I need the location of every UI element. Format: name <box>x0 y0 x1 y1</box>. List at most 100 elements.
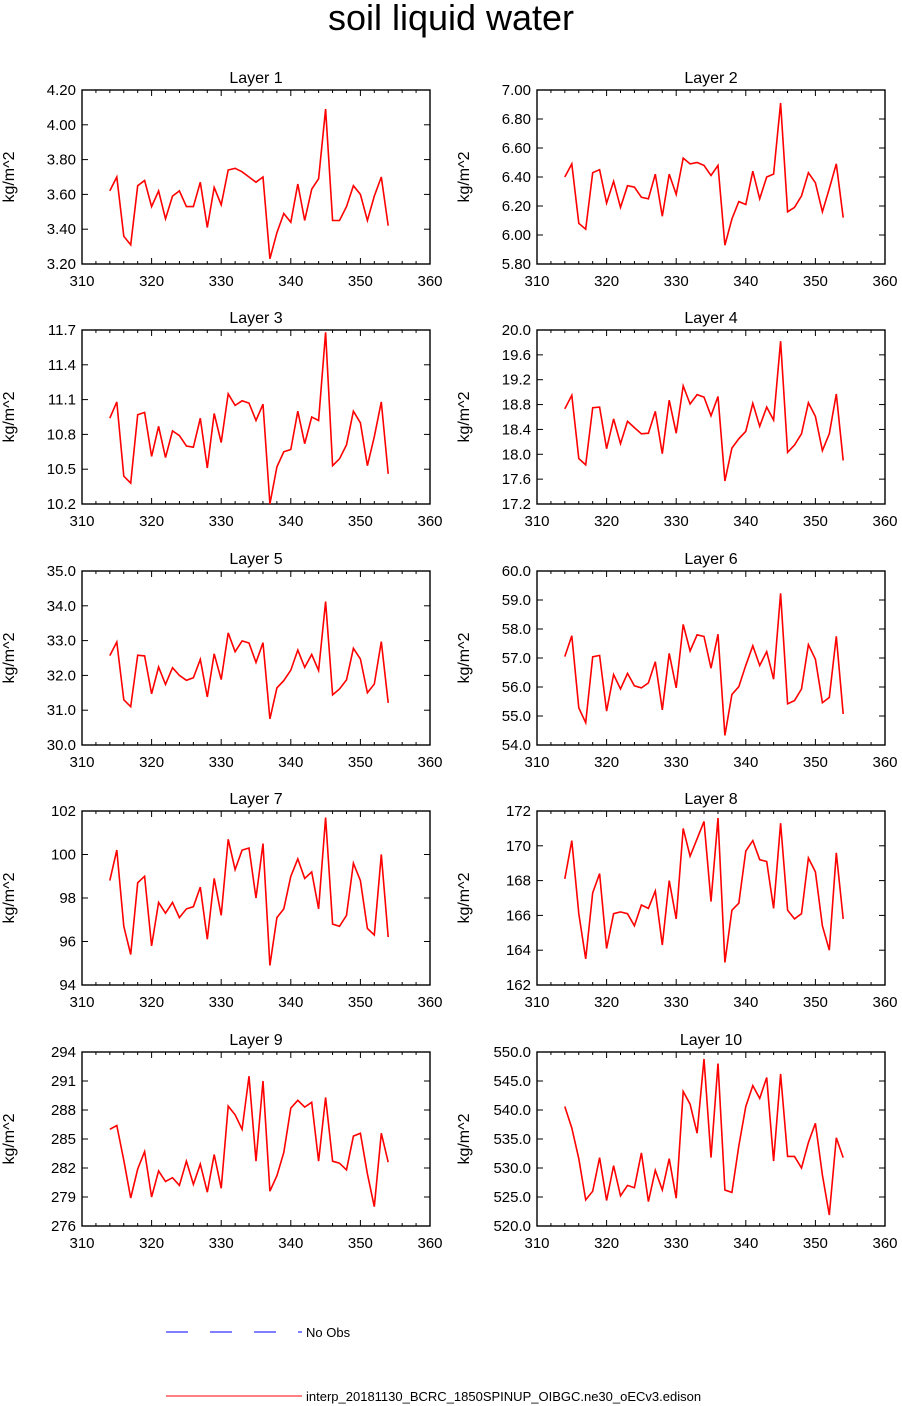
panel-title: Layer 8 <box>684 791 737 808</box>
chart-layer-2: Layer 2 kg/m^2 310 320 330 340 350 360 5.80 6.00 6… <box>456 70 898 290</box>
y-tick-label: 294 <box>51 1044 76 1061</box>
plot-frame <box>536 329 886 505</box>
x-tick-label: 330 <box>209 754 234 771</box>
y-tick-label: 3.40 <box>47 221 76 238</box>
y-tick-label: 540.0 <box>493 1102 531 1119</box>
plot-frame <box>81 1051 431 1227</box>
x-tick-label: 360 <box>872 1235 897 1252</box>
x-tick-label: 340 <box>278 994 303 1011</box>
y-tick-label: 35.0 <box>47 563 76 580</box>
y-tick-label: 520.0 <box>493 1218 531 1235</box>
chart-layer-8: Layer 8 kg/m^2 310 320 330 340 350 360 162 164 166… <box>456 791 898 1011</box>
x-tick-label: 340 <box>733 273 758 290</box>
panel-title: Layer 9 <box>229 1032 282 1049</box>
y-tick-label: 11.1 <box>48 392 76 409</box>
y-tick-label: 525.0 <box>493 1189 531 1206</box>
x-tick-label: 360 <box>417 513 442 530</box>
y-tick-label: 20.0 <box>502 322 531 339</box>
x-tick-label: 330 <box>209 513 234 530</box>
y-tick-label: 18.4 <box>502 421 531 438</box>
plot-frame <box>536 1051 886 1227</box>
y-tick-label: 530.0 <box>493 1160 531 1177</box>
y-tick-label: 102 <box>51 803 76 820</box>
x-tick-label: 310 <box>524 994 549 1011</box>
x-tick-label: 360 <box>417 994 442 1011</box>
series-line <box>564 102 844 246</box>
y-tick-label: 3.80 <box>47 152 76 169</box>
y-tick-label: 18.8 <box>502 397 531 414</box>
x-tick-label: 350 <box>348 513 373 530</box>
series-line <box>564 817 844 963</box>
y-tick-label: 59.0 <box>502 592 531 609</box>
y-tick-label: 170 <box>506 838 531 855</box>
series-line <box>109 1076 389 1207</box>
x-tick-label: 330 <box>209 273 234 290</box>
x-tick-label: 310 <box>524 513 549 530</box>
legend-obs-label: No Obs <box>306 1325 351 1340</box>
chart-layer-9: Layer 9 kg/m^2 310 320 330 340 350 360 276 279 282… <box>1 1032 443 1252</box>
x-tick-label: 360 <box>872 754 897 771</box>
y-tick-label: 33.0 <box>47 633 76 650</box>
y-tick-label: 291 <box>51 1073 76 1090</box>
x-tick-label: 340 <box>733 754 758 771</box>
y-axis-label: kg/m^2 <box>1 1113 18 1164</box>
x-tick-label: 310 <box>524 273 549 290</box>
x-tick-label: 320 <box>139 994 164 1011</box>
panel-title: Layer 3 <box>229 310 282 327</box>
y-tick-label: 18.0 <box>502 446 531 463</box>
y-tick-label: 279 <box>51 1189 76 1206</box>
y-tick-label: 168 <box>506 873 531 890</box>
x-tick-label: 360 <box>872 994 897 1011</box>
y-tick-label: 4.00 <box>47 117 76 134</box>
y-tick-label: 3.20 <box>47 256 76 273</box>
y-tick-label: 285 <box>51 1131 76 1148</box>
y-tick-label: 3.60 <box>47 186 76 203</box>
y-tick-label: 30.0 <box>47 737 76 754</box>
series-line <box>564 593 844 736</box>
x-tick-label: 310 <box>69 273 94 290</box>
y-axis-label: kg/m^2 <box>1 872 18 923</box>
x-tick-label: 350 <box>348 273 373 290</box>
x-tick-label: 310 <box>69 754 94 771</box>
x-tick-label: 360 <box>417 754 442 771</box>
x-tick-label: 330 <box>664 1235 689 1252</box>
series-line <box>109 601 389 720</box>
x-tick-label: 350 <box>348 754 373 771</box>
y-tick-label: 276 <box>51 1218 76 1235</box>
y-tick-label: 94 <box>59 977 76 994</box>
y-tick-label: 288 <box>51 1102 76 1119</box>
chart-layer-7: Layer 7 kg/m^2 310 320 330 340 350 360 94 96 98 100… <box>1 791 443 1011</box>
y-axis-label: kg/m^2 <box>456 872 473 923</box>
x-tick-label: 360 <box>417 273 442 290</box>
y-tick-label: 164 <box>506 942 531 959</box>
x-tick-label: 320 <box>139 1235 164 1252</box>
legend: No Obs interp_20181130_BCRC_1850SPINUP_O… <box>166 1325 701 1404</box>
panels: Layer 1 kg/m^2 310 320 330 340 350 360 3.20 3.40 3… <box>1 70 898 1252</box>
y-tick-label: 98 <box>59 890 76 907</box>
chart-layer-6: Layer 6 kg/m^2 310 320 330 340 350 360 54.0 55.0 5… <box>456 551 898 771</box>
y-tick-label: 17.2 <box>502 496 531 513</box>
x-tick-label: 330 <box>209 1235 234 1252</box>
y-tick-label: 6.00 <box>502 227 531 244</box>
y-tick-label: 17.6 <box>502 471 531 488</box>
x-tick-label: 320 <box>139 273 164 290</box>
y-tick-label: 32.0 <box>47 667 76 684</box>
plot-frame <box>536 810 886 986</box>
y-tick-label: 550.0 <box>493 1044 531 1061</box>
x-tick-label: 310 <box>524 1235 549 1252</box>
x-tick-label: 320 <box>594 754 619 771</box>
x-tick-label: 330 <box>664 994 689 1011</box>
x-tick-label: 320 <box>139 513 164 530</box>
y-axis-label: kg/m^2 <box>456 391 473 442</box>
x-tick-label: 340 <box>733 513 758 530</box>
chart-layer-1: Layer 1 kg/m^2 310 320 330 340 350 360 3.20 3.40 3… <box>1 70 443 290</box>
chart-layer-10: Layer 10 kg/m^2 310 320 330 340 350 360 520.0 525… <box>456 1032 898 1252</box>
y-axis-label: kg/m^2 <box>456 151 473 202</box>
panel-title: Layer 10 <box>680 1032 742 1049</box>
x-tick-label: 350 <box>803 513 828 530</box>
y-tick-label: 172 <box>506 803 531 820</box>
x-tick-label: 330 <box>664 513 689 530</box>
x-tick-label: 340 <box>278 1235 303 1252</box>
y-tick-label: 6.20 <box>502 198 531 215</box>
panel-title: Layer 7 <box>229 791 282 808</box>
